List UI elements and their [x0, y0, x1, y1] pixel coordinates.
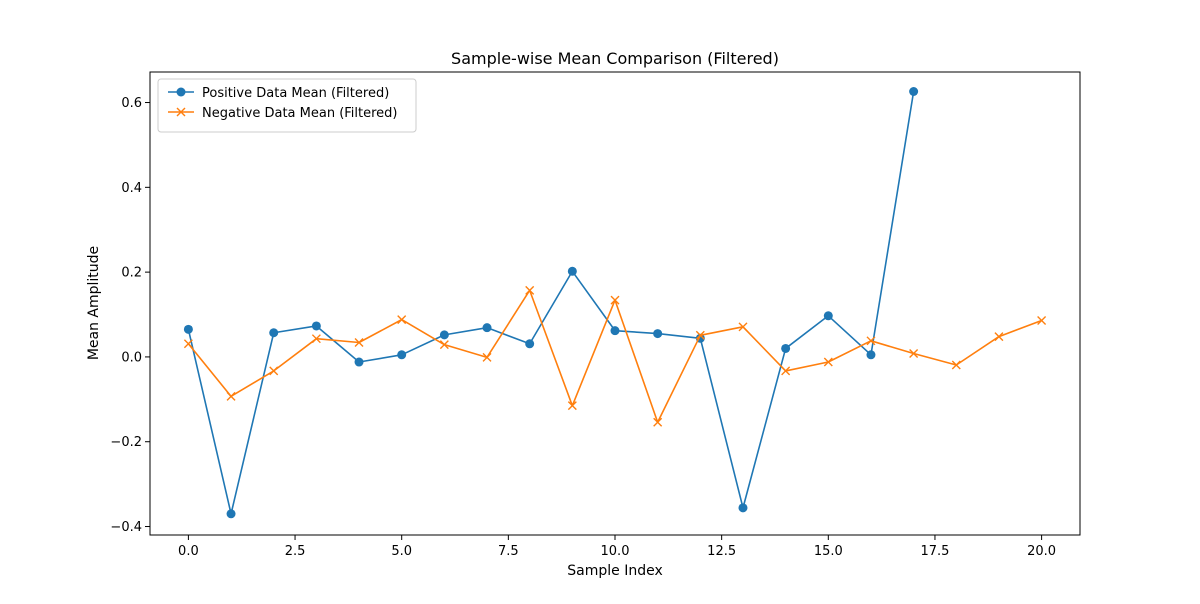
data-point — [269, 366, 279, 376]
data-point — [311, 334, 321, 344]
x-tick-label: 17.5 — [920, 544, 949, 559]
data-point — [653, 329, 663, 339]
legend-label: Positive Data Mean (Filtered) — [202, 86, 389, 101]
data-point — [866, 336, 876, 346]
data-point-stroke — [653, 417, 663, 427]
data-point — [610, 295, 620, 305]
data-point — [695, 330, 705, 340]
data-point-stroke — [909, 349, 919, 359]
data-point-stroke — [525, 285, 535, 295]
data-point-stroke — [610, 295, 620, 305]
data-point — [439, 340, 449, 350]
data-point — [397, 350, 407, 360]
y-axis-label: Mean Amplitude — [86, 246, 102, 360]
data-point-stroke — [781, 366, 791, 376]
y-tick-label: 0.0 — [121, 350, 142, 365]
x-tick-label: 10.0 — [601, 544, 630, 559]
data-point — [397, 315, 407, 325]
data-point — [226, 509, 236, 519]
data-point-stroke — [482, 352, 492, 362]
y-tick-label: 0.4 — [121, 181, 142, 196]
data-point — [909, 87, 919, 97]
x-tick-label: 0.0 — [178, 544, 199, 559]
data-point-stroke — [866, 336, 876, 346]
data-point — [738, 322, 748, 332]
data-point — [269, 328, 279, 338]
data-point — [781, 366, 791, 376]
legend-swatch-marker — [176, 107, 186, 117]
data-point-stroke — [738, 322, 748, 332]
data-point — [354, 338, 364, 348]
data-point-stroke — [269, 366, 279, 376]
data-point-stroke — [354, 338, 364, 348]
data-point — [738, 503, 748, 513]
data-point-stroke — [311, 334, 321, 344]
data-point-stroke — [994, 332, 1004, 342]
data-point — [525, 285, 535, 295]
plot-layer — [183, 87, 1047, 519]
data-point — [823, 357, 833, 367]
data-point-stroke — [439, 340, 449, 350]
legend-label: Negative Data Mean (Filtered) — [202, 106, 398, 121]
data-point — [1037, 315, 1047, 325]
series-line-0 — [187, 91, 915, 515]
data-point — [610, 326, 620, 336]
x-tick-label: 20.0 — [1027, 544, 1056, 559]
data-point — [439, 330, 449, 340]
data-point-stroke — [397, 315, 407, 325]
legend-swatch-marker — [176, 87, 186, 97]
y-tick-label: 0.6 — [121, 96, 142, 111]
data-point — [823, 311, 833, 321]
y-tick-label: −0.4 — [110, 520, 142, 535]
legend: Positive Data Mean (Filtered) Negative Da… — [157, 78, 417, 133]
data-point-stroke — [1037, 315, 1047, 325]
data-point-stroke — [951, 360, 961, 370]
data-point — [183, 339, 193, 349]
data-point — [482, 323, 492, 333]
data-point — [354, 357, 364, 367]
data-point — [909, 349, 919, 359]
axes-layer: 0.0 2.5 5.0 7.5 10.0 12.5 15.0 17.5 20.0 −0.4 −0.2… — [110, 71, 1081, 559]
data-point — [866, 350, 876, 360]
x-axis-label: Sample Index — [567, 563, 662, 579]
data-point — [653, 417, 663, 427]
x-tick-label: 12.5 — [707, 544, 736, 559]
legend-item-0: Positive Data Mean (Filtered) — [168, 86, 389, 101]
data-point — [994, 332, 1004, 342]
legend-box — [157, 78, 417, 133]
data-point — [781, 343, 791, 353]
data-point — [525, 339, 535, 349]
data-point-stroke — [226, 391, 236, 401]
data-point — [311, 321, 321, 331]
data-point-stroke — [823, 357, 833, 367]
data-point-stroke — [567, 401, 577, 411]
data-point — [226, 391, 236, 401]
x-tick-label: 15.0 — [814, 544, 843, 559]
data-point — [951, 360, 961, 370]
data-point — [567, 401, 577, 411]
x-tick-label: 5.0 — [391, 544, 412, 559]
series-1 — [183, 285, 1047, 427]
data-point — [567, 266, 577, 276]
data-point-stroke — [695, 330, 705, 340]
data-point-stroke — [183, 339, 193, 349]
y-tick-label: −0.2 — [110, 435, 142, 450]
data-point — [183, 324, 193, 334]
x-tick-label: 7.5 — [498, 544, 519, 559]
y-tick-label: 0.2 — [121, 266, 142, 281]
series-0 — [183, 87, 919, 519]
chart-title: Sample-wise Mean Comparison (Filtered) — [451, 49, 779, 68]
x-tick-label: 2.5 — [285, 544, 306, 559]
legend-item-1: Negative Data Mean (Filtered) — [168, 106, 398, 121]
data-point — [482, 352, 492, 362]
